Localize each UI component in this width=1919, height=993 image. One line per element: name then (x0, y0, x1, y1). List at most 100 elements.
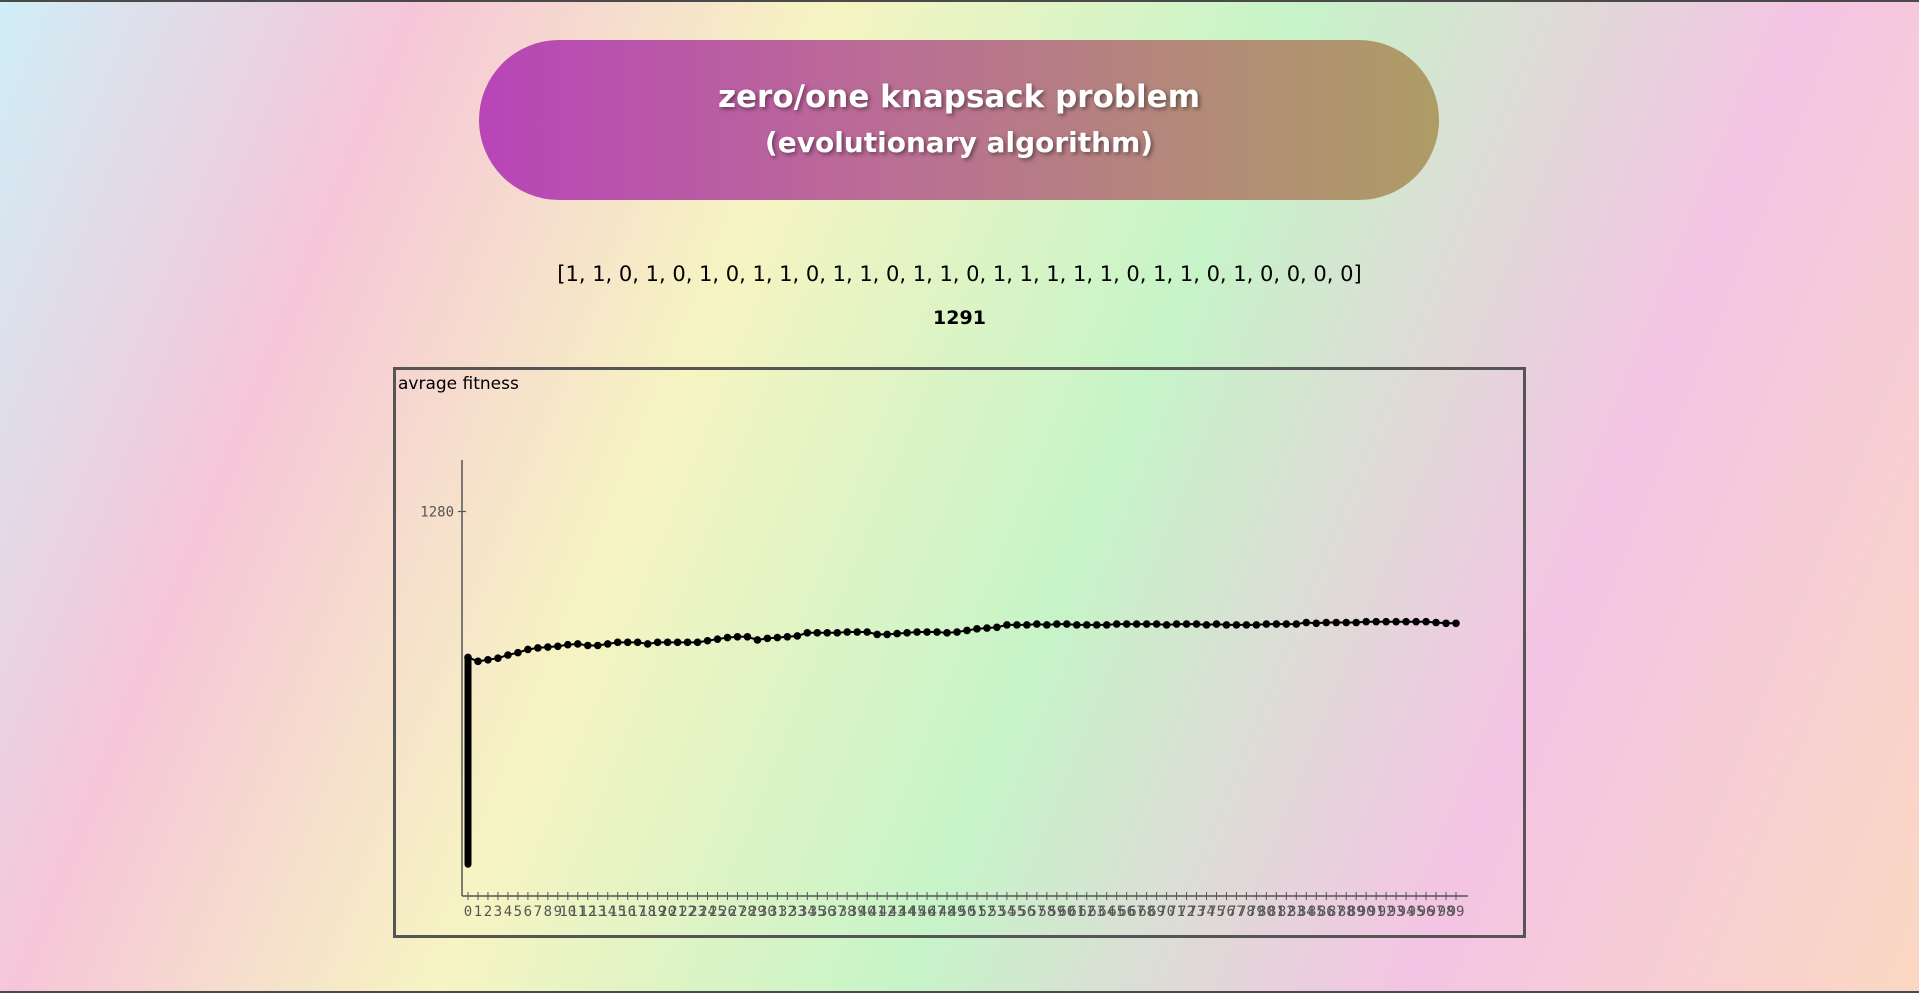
x-tick-label: 71 (1168, 904, 1185, 920)
data-point (793, 632, 802, 640)
data-point (843, 628, 852, 636)
data-point (1043, 621, 1051, 629)
x-tick-label: 55 (1008, 904, 1025, 920)
x-tick-label: 24 (699, 904, 716, 920)
data-point (1282, 620, 1291, 628)
x-tick-label: 40 (859, 904, 876, 920)
x-tick-label: 12 (579, 904, 596, 920)
data-point (773, 633, 782, 642)
x-tick-label: 30 (759, 904, 776, 920)
data-point (1412, 617, 1420, 626)
data-point (1432, 618, 1440, 627)
best-fitness-value: 1291 (933, 307, 986, 329)
x-tick-label: 82 (1278, 904, 1295, 920)
data-point (1202, 621, 1211, 629)
fitness-series-line (467, 620, 1456, 663)
x-tick-label: 37 (829, 904, 846, 920)
x-tick-label: 96 (1418, 904, 1435, 920)
x-tick-label: 79 (1248, 904, 1265, 920)
x-tick-label: 61 (1068, 904, 1085, 920)
x-tick-label: 25 (709, 904, 726, 920)
data-point (743, 632, 752, 641)
data-point (1392, 617, 1400, 626)
x-tick-label: 4 (504, 904, 512, 920)
x-tick-label: 43 (889, 904, 906, 920)
x-tick-label: 16 (619, 904, 636, 920)
data-point (1092, 621, 1101, 629)
data-point (1452, 619, 1460, 628)
data-point (1182, 620, 1191, 628)
data-point (1003, 621, 1011, 629)
x-tick-label: 28 (739, 904, 756, 920)
x-tick-label: 21 (669, 904, 686, 920)
data-point (733, 632, 742, 641)
x-tick-label: 18 (639, 904, 656, 920)
x-tick-label: 49 (949, 904, 966, 920)
x-tick-label: 19 (649, 904, 666, 920)
x-tick-label: 8 (544, 904, 552, 920)
data-point (1033, 620, 1041, 628)
x-tick-label: 20 (659, 904, 676, 920)
x-tick-label: 84 (1298, 904, 1315, 920)
x-tick-label: 73 (1188, 904, 1205, 920)
x-tick-label: 14 (599, 904, 616, 920)
data-point (1222, 621, 1231, 629)
data-point (1053, 620, 1061, 628)
x-tick-label: 13 (589, 904, 606, 920)
x-tick-label: 10 (559, 904, 576, 920)
x-tick-label: 54 (998, 904, 1015, 920)
data-point (1023, 621, 1031, 629)
x-tick-label: 52 (979, 904, 996, 920)
x-tick-label: 97 (1428, 904, 1445, 920)
x-tick-label: 66 (1118, 904, 1135, 920)
data-point (474, 657, 482, 666)
x-tick-label: 60 (1058, 904, 1075, 920)
data-point (1442, 619, 1450, 628)
x-tick-label: 26 (719, 904, 736, 920)
data-point (603, 640, 612, 648)
data-point (1072, 621, 1081, 629)
x-tick-label: 59 (1048, 904, 1065, 920)
x-tick-label: 38 (839, 904, 856, 920)
x-tick-label: 72 (1178, 904, 1195, 920)
bottom-border (0, 991, 1919, 993)
x-tick-label: 64 (1098, 904, 1115, 920)
data-point (1152, 620, 1161, 628)
x-tick-label: 27 (729, 904, 746, 920)
data-point (484, 655, 492, 664)
data-point (1212, 620, 1221, 628)
data-point (514, 648, 522, 657)
data-point (653, 638, 662, 647)
data-point (943, 629, 951, 637)
x-tick-label: 83 (1288, 904, 1305, 920)
x-tick-label: 29 (749, 904, 766, 920)
data-point (554, 642, 562, 651)
data-point (633, 638, 642, 647)
data-point (903, 629, 911, 637)
x-tick-label: 45 (909, 904, 926, 920)
x-tick-label: 56 (1018, 904, 1035, 920)
data-point (1272, 620, 1281, 628)
data-point (873, 630, 881, 639)
data-point (563, 640, 572, 649)
data-point (673, 638, 682, 647)
data-point (1252, 621, 1261, 629)
data-point (583, 641, 592, 650)
data-point (973, 625, 981, 633)
data-point (1322, 618, 1331, 627)
x-tick-label: 23 (689, 904, 706, 920)
x-tick-label: 81 (1268, 904, 1285, 920)
x-tick-label: 33 (789, 904, 806, 920)
data-point (1332, 618, 1341, 627)
data-point (983, 624, 991, 632)
x-tick-label: 90 (1358, 904, 1375, 920)
x-tick-label: 74 (1198, 904, 1215, 920)
top-border (0, 0, 1919, 2)
data-point (1142, 620, 1151, 628)
data-point (593, 641, 602, 650)
x-tick-label: 78 (1238, 904, 1255, 920)
data-point (1312, 619, 1321, 628)
data-point (534, 644, 542, 652)
x-tick-label: 44 (899, 904, 916, 920)
